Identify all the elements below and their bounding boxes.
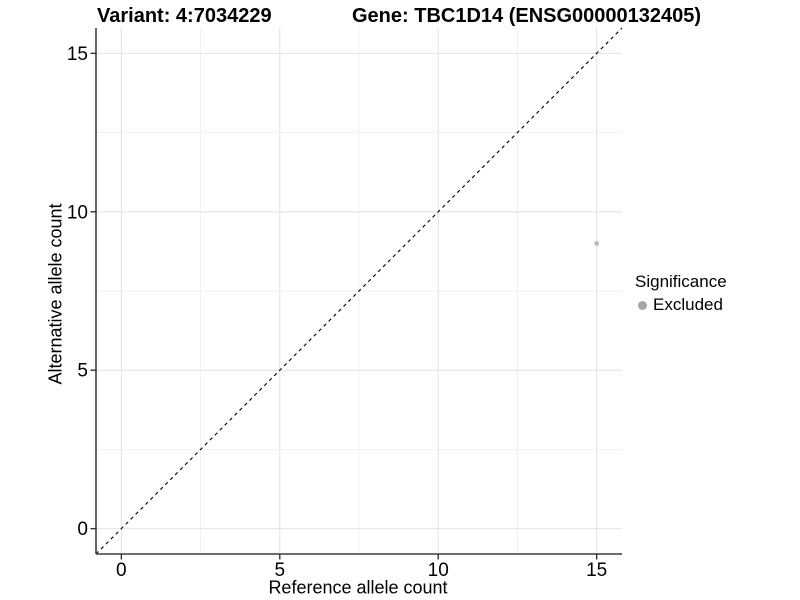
legend-entry-label: Excluded [653, 295, 723, 314]
plot-title-gene: Gene: TBC1D14 (ENSG00000132405) [352, 5, 702, 27]
x-tick-label: 5 [274, 560, 285, 581]
identity-reference-line [95, 27, 623, 555]
x-tick-label: 15 [586, 560, 607, 581]
excluded-point-icon [638, 300, 647, 310]
legend: Significance Excluded [635, 272, 727, 315]
x-tick-label: 10 [428, 560, 449, 581]
y-tick-label: 15 [67, 44, 88, 65]
x-tick-label: 0 [116, 560, 127, 581]
legend-title: Significance [635, 272, 727, 291]
plot-title-variant: Variant: 4:7034229 [97, 5, 272, 27]
y-tick-label: 0 [77, 519, 88, 540]
legend-entry-excluded: Excluded [635, 295, 727, 315]
y-axis-label: Alternative allele count [45, 203, 66, 385]
y-tick-label: 5 [77, 361, 88, 382]
x-axis-label: Reference allele count [268, 577, 448, 598]
y-tick-label: 10 [67, 202, 88, 223]
data-point [594, 241, 600, 246]
